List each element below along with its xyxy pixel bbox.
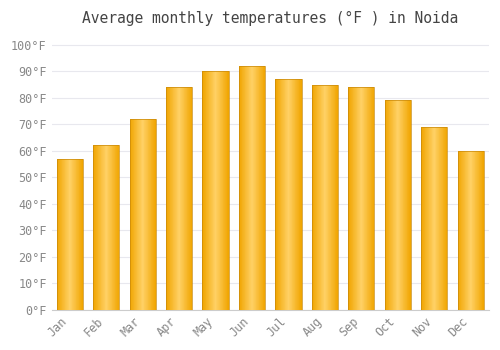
Bar xyxy=(421,127,448,310)
Bar xyxy=(458,151,484,310)
Bar xyxy=(93,146,120,310)
Title: Average monthly temperatures (°F ) in Noida: Average monthly temperatures (°F ) in No… xyxy=(82,11,458,26)
Bar xyxy=(384,100,411,310)
Bar xyxy=(276,79,301,310)
Bar xyxy=(166,87,192,310)
Bar xyxy=(239,66,265,310)
Bar xyxy=(202,71,228,310)
Bar xyxy=(56,159,83,310)
Bar xyxy=(130,119,156,310)
Bar xyxy=(312,85,338,310)
Bar xyxy=(348,87,374,310)
